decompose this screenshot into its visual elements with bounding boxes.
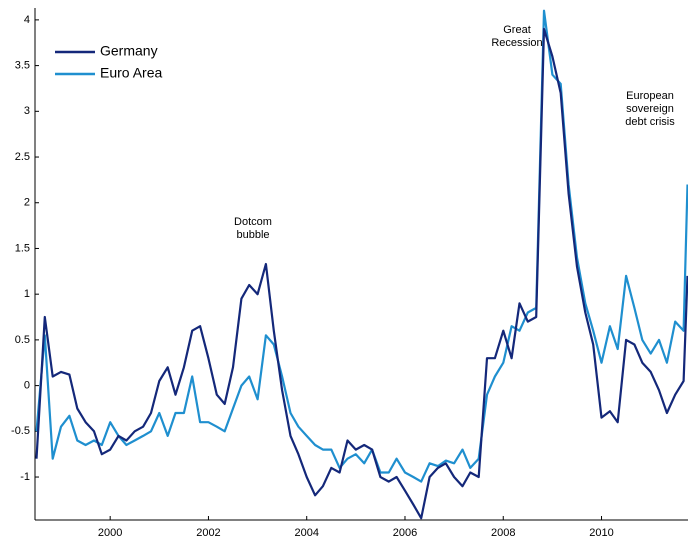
annotation: bubble — [236, 229, 269, 241]
annotation: Dotcom — [234, 216, 272, 228]
x-tick-label: 2006 — [393, 527, 417, 539]
series-line — [35, 9, 688, 483]
legend-label: Germany — [100, 43, 158, 59]
annotation: debt crisis — [625, 116, 675, 128]
series-line — [35, 27, 688, 520]
x-tick-label: 2008 — [491, 527, 515, 539]
y-tick-label: 2.5 — [15, 151, 30, 163]
annotation: sovereign — [626, 103, 674, 115]
x-tick-label: 2000 — [98, 527, 122, 539]
annotation: Great — [503, 24, 531, 36]
plot — [35, 9, 688, 520]
legend-label: Euro Area — [100, 65, 162, 81]
y-tick-label: 2 — [24, 197, 30, 209]
y-tick-label: 0 — [24, 380, 30, 392]
y-tick-label: -0.5 — [11, 425, 30, 437]
x-tick-label: 2010 — [589, 527, 613, 539]
y-tick-label: 1.5 — [15, 242, 30, 254]
y-tick-label: 3.5 — [15, 60, 30, 72]
y-tick-label: 1 — [24, 288, 30, 300]
annotation: Recession — [491, 37, 542, 49]
x-tick-label: 2002 — [196, 527, 220, 539]
annotation: European — [626, 90, 674, 102]
x-tick-label: 2004 — [294, 527, 318, 539]
y-tick-label: -1 — [20, 471, 30, 483]
y-tick-label: 0.5 — [15, 334, 30, 346]
y-tick-label: 4 — [24, 14, 30, 26]
y-tick-label: 3 — [24, 105, 30, 117]
